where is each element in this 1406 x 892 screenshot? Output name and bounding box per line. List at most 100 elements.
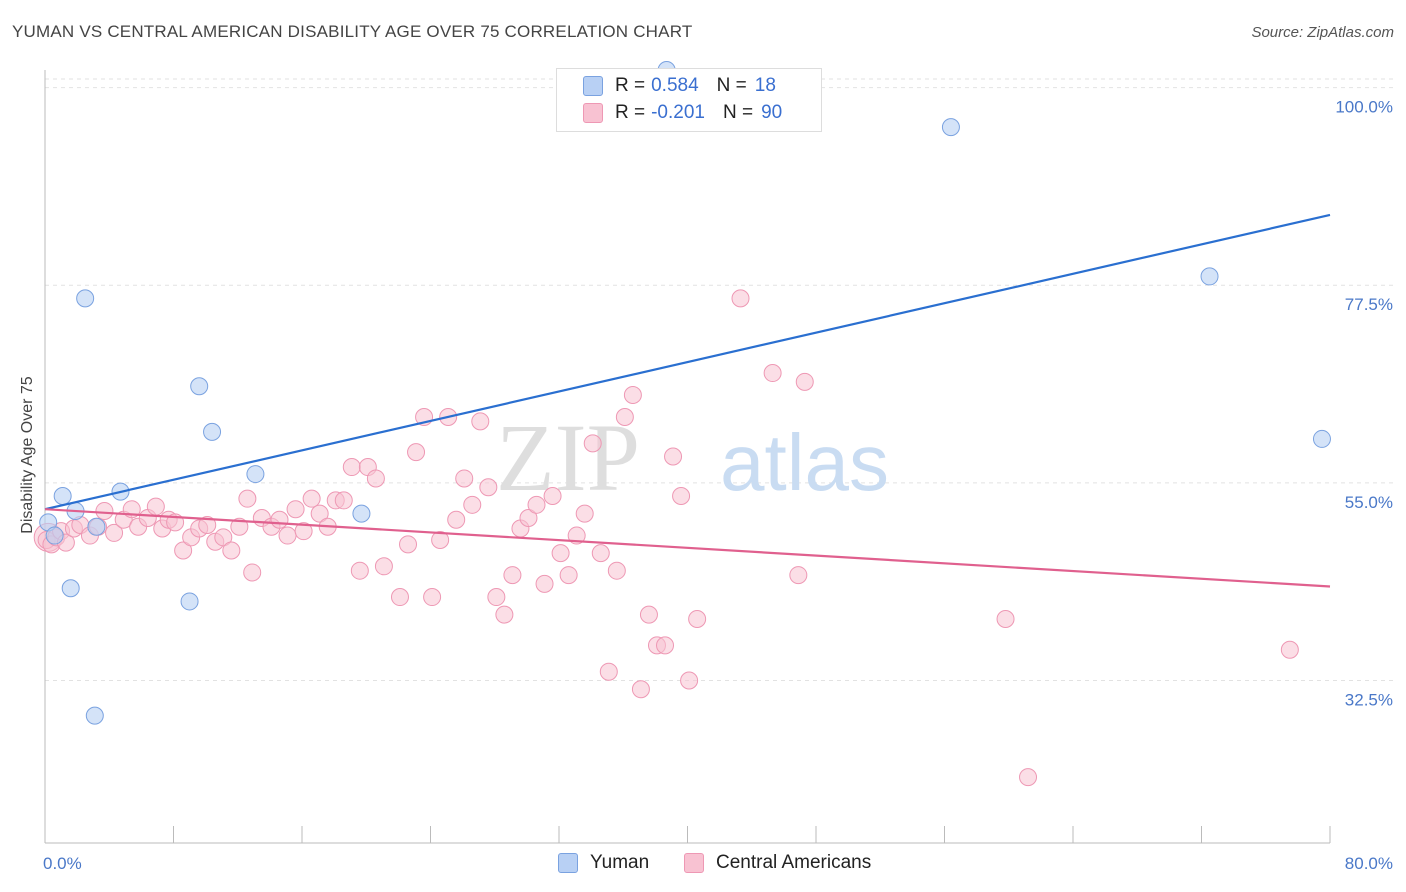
central-americans-point bbox=[1280, 640, 1299, 659]
central-americans-point bbox=[95, 501, 114, 520]
legend-row-central-americans: R = -0.201 N = 90 bbox=[583, 101, 782, 125]
central-americans-point bbox=[463, 495, 482, 514]
watermark-atlas: atlas bbox=[720, 418, 889, 507]
legend-r-value: -0.201 bbox=[651, 102, 705, 123]
central-americans-point bbox=[495, 605, 514, 624]
central-americans-point bbox=[795, 372, 814, 391]
central-americans-point bbox=[243, 563, 262, 582]
y-tick-label: 55.0% bbox=[1345, 493, 1393, 512]
central-americans-point bbox=[230, 517, 249, 536]
central-americans-point bbox=[583, 434, 602, 453]
axes bbox=[44, 70, 1331, 844]
legend-n-label: N = bbox=[722, 102, 754, 123]
bottom-legend-ca-label: Central Americans bbox=[716, 852, 872, 873]
central-americans-point bbox=[599, 662, 618, 681]
central-americans-point bbox=[672, 487, 691, 506]
central-americans-point bbox=[407, 443, 426, 462]
central-americans-point bbox=[487, 588, 506, 607]
watermark-zip: ZIP bbox=[496, 404, 640, 511]
yuman-trend-line bbox=[44, 213, 1331, 511]
watermark: ZIP atlas bbox=[496, 404, 889, 511]
bottom-legend-yuman: Yuman bbox=[558, 852, 649, 874]
central-americans-swatch bbox=[583, 103, 603, 123]
yuman-point bbox=[352, 504, 371, 523]
yuman-points bbox=[39, 61, 1331, 725]
central-americans-point bbox=[615, 407, 634, 426]
central-americans-point bbox=[623, 386, 642, 405]
central-americans-point bbox=[664, 447, 683, 466]
central-americans-point bbox=[656, 636, 675, 655]
yuman-swatch bbox=[583, 76, 603, 96]
central-americans-point bbox=[278, 526, 297, 545]
central-americans-point bbox=[294, 522, 313, 541]
yuman-point bbox=[61, 579, 80, 598]
correlation-legend: R = 0.584 N = 18 R = -0.201 N = 90 bbox=[556, 68, 822, 132]
central-americans-point bbox=[146, 497, 165, 516]
central-americans-point bbox=[479, 478, 498, 497]
central-americans-point bbox=[551, 544, 570, 563]
chart-title: YUMAN VS CENTRAL AMERICAN DISABILITY AGE… bbox=[12, 22, 693, 41]
central-americans-point bbox=[680, 671, 699, 690]
central-americans-point bbox=[334, 491, 353, 510]
legend-n-label: N = bbox=[716, 75, 747, 96]
legend-r-label: R = bbox=[615, 102, 646, 123]
central-americans-point bbox=[639, 605, 658, 624]
legend-r-label: R = bbox=[615, 75, 646, 96]
central-americans-point bbox=[567, 526, 586, 545]
central-americans-point bbox=[789, 566, 808, 585]
central-americans-point bbox=[731, 289, 750, 308]
yuman-point bbox=[45, 526, 64, 545]
central-americans-point bbox=[519, 508, 538, 527]
x-tick-label: 80.0% bbox=[1345, 854, 1393, 873]
yuman-swatch bbox=[558, 853, 578, 873]
legend-n-value: 18 bbox=[754, 75, 776, 96]
central-americans-point bbox=[447, 510, 466, 529]
yuman-point bbox=[190, 377, 209, 396]
yuman-point bbox=[87, 517, 106, 536]
central-americans-point bbox=[431, 530, 450, 549]
yuman-point bbox=[85, 706, 104, 725]
grid-lines bbox=[45, 78, 1395, 681]
central-americans-point bbox=[105, 523, 124, 542]
y-tick-label: 77.5% bbox=[1345, 295, 1393, 314]
central-americans-point bbox=[575, 504, 594, 523]
central-americans-point bbox=[423, 588, 442, 607]
trend-lines bbox=[44, 213, 1331, 588]
central-americans-point bbox=[310, 504, 329, 523]
central-americans-point bbox=[1019, 768, 1038, 787]
bottom-legend-yuman-label: Yuman bbox=[590, 852, 650, 873]
yuman-point bbox=[1312, 429, 1331, 448]
central-americans-swatch bbox=[684, 853, 704, 873]
yuman-point bbox=[180, 592, 199, 611]
central-americans-point bbox=[527, 495, 546, 514]
central-americans-trend-line bbox=[44, 508, 1331, 588]
central-americans-point bbox=[543, 487, 562, 506]
central-americans-points bbox=[33, 289, 1299, 787]
central-americans-point bbox=[688, 610, 707, 629]
central-americans-point bbox=[607, 561, 626, 580]
central-americans-point bbox=[302, 489, 321, 508]
legend-r-value: 0.584 bbox=[651, 75, 699, 96]
tick-labels: 32.5% 55.0% 77.5% 100.0% 0.0% 80.0% bbox=[43, 98, 1393, 873]
x-tick-label: 0.0% bbox=[43, 854, 82, 873]
yuman-point bbox=[53, 487, 72, 506]
yuman-point bbox=[1200, 267, 1219, 286]
central-americans-point bbox=[763, 364, 782, 383]
central-americans-point bbox=[996, 610, 1015, 629]
legend-row-yuman: R = 0.584 N = 18 bbox=[583, 74, 776, 98]
central-americans-point bbox=[366, 469, 385, 488]
central-americans-point bbox=[503, 566, 522, 585]
yuman-point bbox=[203, 422, 222, 441]
yuman-point bbox=[941, 118, 960, 137]
central-americans-point bbox=[631, 680, 650, 699]
central-americans-point bbox=[535, 574, 554, 593]
y-tick-label: 100.0% bbox=[1335, 98, 1393, 117]
yuman-point bbox=[246, 465, 265, 484]
central-americans-point bbox=[342, 458, 361, 477]
y-tick-label: 32.5% bbox=[1345, 690, 1393, 709]
central-americans-point bbox=[286, 500, 305, 519]
central-americans-point bbox=[399, 535, 418, 554]
central-americans-point bbox=[559, 566, 578, 585]
central-americans-point bbox=[174, 541, 193, 560]
